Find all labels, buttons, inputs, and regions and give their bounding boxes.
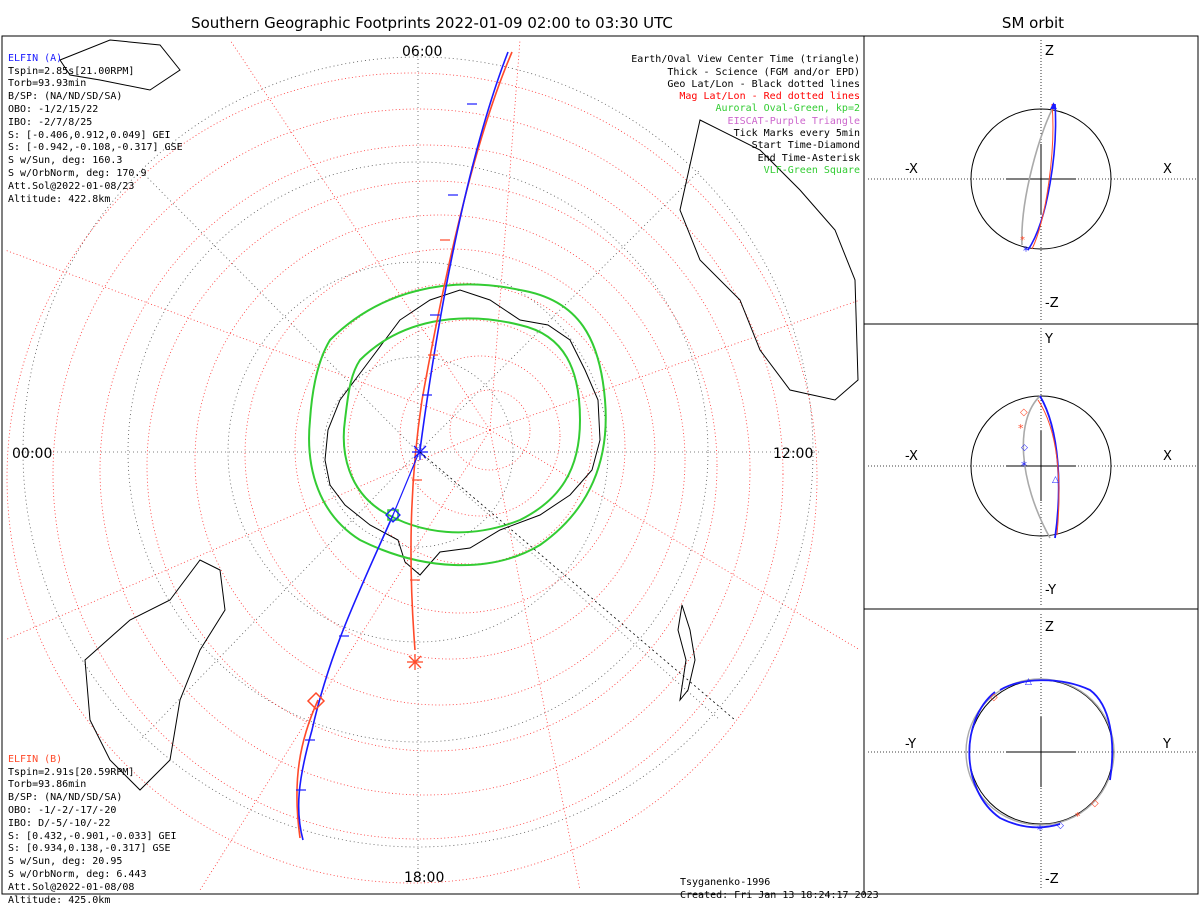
plot-title: Southern Geographic Footprints 2022-01-0…: [191, 14, 673, 32]
elfin-b-line: B/SP: (NA/ND/SD/SA): [8, 792, 123, 804]
elfin-b-line: S w/Sun, deg: 20.95: [8, 856, 123, 868]
panel2-h-pos: X: [1163, 449, 1172, 464]
legend-item: Thick - Science (FGM and/or EPD): [667, 66, 860, 78]
panel2-h-neg: -X: [905, 449, 918, 464]
elfin-a-line: OBO: -1/2/15/22: [8, 103, 99, 115]
elfin-b-line: Torb=93.86min: [8, 779, 87, 791]
time-label-right: 12:00: [773, 446, 814, 462]
svg-text:*: *: [1020, 235, 1025, 246]
elfin-a-link: [392, 449, 421, 516]
new-zealand-coastline: [677, 604, 696, 702]
elfin-a-line: Tspin=2.85s[21.00RPM]: [8, 65, 135, 77]
svg-text:◇: ◇: [1091, 798, 1099, 809]
elfin-b-line: IBO: D/-5/-10/-22: [8, 817, 111, 829]
panel2-v-pos: Y: [1045, 332, 1053, 347]
elfin-b-line: OBO: -1/-2/-17/-20: [8, 804, 117, 816]
elfin-a-line: B/SP: (NA/ND/SD/SA): [8, 91, 123, 103]
elfin-a-info: ELFIN (A) Tspin=2.85s[21.00RPM] Torb=93.…: [8, 40, 183, 206]
legend-item: Geo Lat/Lon - Black dotted lines: [667, 78, 860, 90]
svg-text:◇: ◇: [990, 692, 998, 703]
elfin-a-vlf-square: [387, 509, 399, 521]
elfin-b-line: Att.Sol@2022-01-08/08: [8, 881, 135, 893]
elfin-b-line: S w/OrbNorm, deg: 6.443: [8, 868, 147, 880]
model-name: Tsyganenko-1996: [680, 876, 771, 888]
south-america-coastline: [84, 559, 226, 791]
sm-orbit-title: SM orbit: [1001, 14, 1065, 32]
australia-coastline: [679, 119, 859, 401]
legend-item: Earth/Oval View Center Time (triangle): [631, 54, 860, 66]
view-center-line: [419, 451, 736, 721]
elfin-a-line: S w/Sun, deg: 160.3: [8, 155, 123, 167]
panel3-v-neg: -Z: [1045, 872, 1059, 887]
sm-panel-xy: ◇ * ◇ * △: [868, 328, 1196, 605]
svg-text:*: *: [1021, 459, 1027, 473]
panel3-h-pos: Y: [1163, 737, 1171, 752]
legend-item: End Time-Asterisk: [757, 152, 860, 164]
polar-map: [4, 39, 861, 891]
footer: Tsyganenko-1996 Created: Fri Jan 13 18:2…: [680, 864, 879, 902]
antarctica-coastline: [324, 289, 601, 576]
panel1-h-pos: X: [1163, 162, 1172, 177]
legend-item: Start Time-Diamond: [751, 140, 860, 152]
created-timestamp: Created: Fri Jan 13 18:24:17 2023: [680, 889, 879, 901]
svg-text:*: *: [1037, 823, 1043, 837]
elfin-b-track: [296, 51, 513, 839]
elfin-a-name: ELFIN (A): [8, 52, 63, 64]
svg-text:*: *: [1075, 810, 1081, 823]
elfin-a-ticks: [296, 103, 477, 791]
elfin-a-line: S w/OrbNorm, deg: 170.9: [8, 167, 147, 179]
panel3-h-neg: -Y: [905, 737, 917, 752]
time-label-bottom: 18:00: [404, 870, 445, 886]
panel1-v-neg: -Z: [1045, 296, 1059, 311]
sm-panel-frame-3: [863, 608, 1199, 895]
elfin-a-line: S: [-0.406,0.912,0.049] GEI: [8, 129, 171, 141]
elfin-a-line: Att.Sol@2022-01-08/23: [8, 180, 135, 192]
elfin-a-track: [297, 51, 509, 841]
panel2-v-neg: -Y: [1045, 583, 1057, 598]
svg-text:◇: ◇: [1057, 821, 1064, 831]
svg-text:△: △: [1052, 475, 1059, 485]
legend-item: Mag Lat/Lon - Red dotted lines: [679, 91, 860, 103]
legend-item: VLF-Green Square: [763, 164, 860, 176]
panel1-v-pos: Z: [1045, 44, 1054, 59]
auroral-oval-outer: [308, 283, 607, 567]
legend: Earth/Oval View Center Time (triangle) T…: [631, 42, 860, 177]
svg-text:◇: ◇: [1020, 407, 1028, 418]
geo-grid: [15, 48, 820, 880]
elfin-a-line: IBO: -2/7/8/25: [8, 116, 93, 128]
elfin-b-line: Altitude: 425.0km: [8, 894, 111, 906]
svg-text:◇: ◇: [1021, 443, 1028, 453]
svg-text:△: △: [1025, 677, 1032, 687]
auroral-oval-inner: [342, 317, 582, 534]
legend-item: Auroral Oval-Green, kp=2: [715, 103, 861, 115]
legend-item: Tick Marks every 5min: [733, 128, 860, 140]
elfin-b-name: ELFIN (B): [8, 753, 63, 765]
time-label-top: 06:00: [402, 44, 443, 60]
elfin-b-info: ELFIN (B) Tspin=2.91s[20.59RPM] Torb=93.…: [8, 741, 177, 907]
sm-panel-yz: △ ◇ ◇ * ◇ *: [868, 614, 1196, 890]
elfin-b-line: S: [0.934,0.138,-0.317] GSE: [8, 843, 171, 855]
elfin-a-start-diamond: [385, 507, 401, 523]
elfin-b-ticks: [410, 239, 450, 581]
svg-text:*: *: [1023, 244, 1029, 258]
svg-text:*: *: [1018, 422, 1024, 435]
time-label-left: 00:00: [12, 446, 53, 462]
panel1-h-neg: -X: [905, 162, 918, 177]
elfin-b-start-diamond: [306, 691, 326, 711]
sm-panel-xz: ▲ * *: [868, 40, 1196, 320]
legend-item: EISCAT-Purple Triangle: [727, 115, 860, 127]
mag-grid: [4, 39, 861, 891]
elfin-b-end-asterisk: [407, 654, 423, 670]
elfin-b-line: Tspin=2.91s[20.59RPM]: [8, 766, 135, 778]
sm-panel-frame-1: [863, 35, 1199, 325]
elfin-b-line: S: [0.432,-0.901,-0.033] GEI: [8, 830, 177, 842]
elfin-a-line: S: [-0.942,-0.108,-0.317] GSE: [8, 142, 183, 154]
africa-coastline: [59, 39, 181, 91]
panel3-v-pos: Z: [1045, 620, 1054, 635]
elfin-a-line: Altitude: 422.8km: [8, 193, 111, 205]
elfin-a-line: Torb=93.93min: [8, 78, 87, 90]
svg-text:▲: ▲: [1050, 101, 1057, 111]
